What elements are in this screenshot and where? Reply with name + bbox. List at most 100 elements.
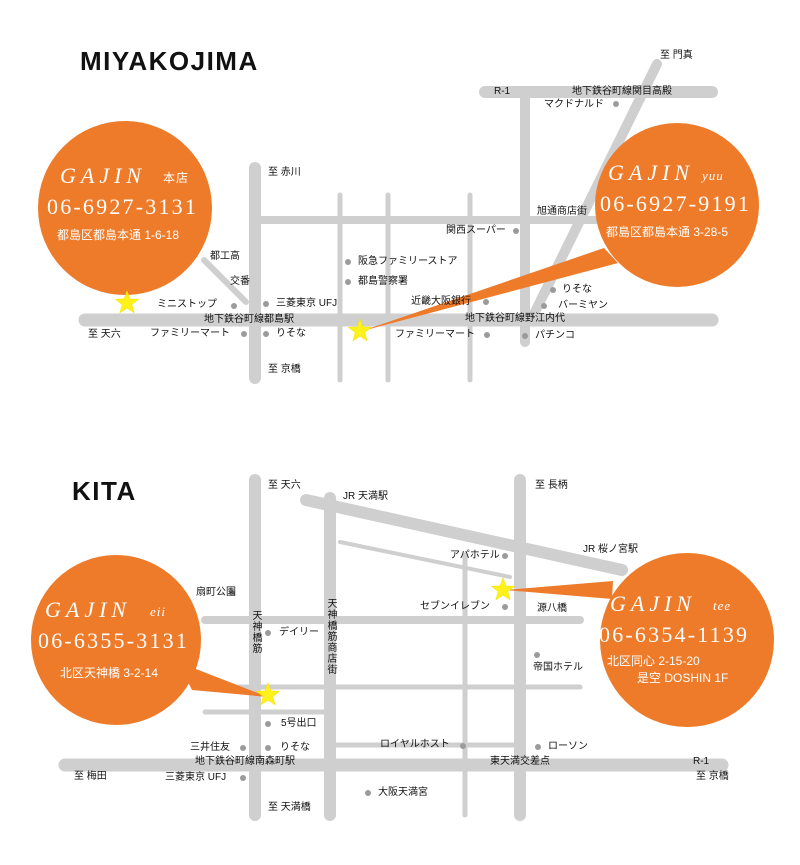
dot-marker: [550, 287, 556, 293]
dot-marker: [265, 630, 271, 636]
label-ogimachi-park: 扇町公園: [196, 587, 236, 598]
dot-marker: [345, 279, 351, 285]
label-resona-east: りそな: [562, 284, 592, 295]
label-miyakojima-station: 地下鉄谷町線都島駅: [204, 314, 294, 325]
label-mufg: 三菱東京 UFJ: [165, 772, 227, 783]
label-pachinko: パチンコ: [535, 330, 575, 341]
shop-circle-tee: [600, 553, 774, 727]
label-asahi-shotengai: 旭通商店街: [537, 206, 587, 217]
label-koban: 交番: [230, 276, 250, 287]
pointer-eii: [178, 662, 268, 697]
label-tenjinbashisuji-shotengai: 天神橋筋商店街: [325, 598, 336, 675]
shop-phone: 06-6355-3131: [38, 628, 190, 653]
label-resona-west: りそな: [276, 328, 306, 339]
dot-marker: [460, 743, 466, 749]
label-tenjinbashisuji: 天神橋筋: [250, 610, 261, 654]
shop-tag: yuu: [702, 168, 724, 183]
label-toko: 都工高: [210, 251, 240, 262]
label-ministop: ミニストップ: [157, 299, 217, 310]
dot-marker: [534, 652, 540, 658]
dot-marker: [513, 228, 519, 234]
label-jr-temma: JR 天満駅: [343, 491, 388, 502]
label-to-kyobashi: 至 京橋: [268, 364, 301, 375]
shop-address: 都島区都島本通 3-28-5: [606, 225, 729, 239]
dot-marker: [484, 332, 490, 338]
label-r1: R-1: [693, 756, 710, 767]
dot-marker: [263, 331, 269, 337]
label-mcdonalds: マクドナルド: [544, 99, 604, 110]
dot-marker: [263, 301, 269, 307]
star-icon: [255, 682, 281, 706]
label-osaka-temmangu: 大阪天満宮: [378, 787, 428, 798]
shop-tag: eii: [150, 604, 166, 619]
shop-address: 都島区都島本通 1-6-18: [57, 228, 180, 242]
label-bamiyan: バーミヤン: [558, 300, 608, 311]
label-seven-eleven: セブンイレブン: [420, 601, 490, 612]
label-to-kadoma: 至 門真: [660, 50, 693, 61]
label-mufg: 三菱東京 UFJ: [276, 298, 338, 309]
label-minamimorimachi-station: 地下鉄谷町線南森町駅: [195, 756, 295, 767]
dot-marker: [345, 259, 351, 265]
pointer-yuu: [362, 248, 618, 331]
dot-marker: [365, 790, 371, 796]
label-noe-uchindai-station: 地下鉄谷町線野江内代: [465, 313, 565, 324]
dot-marker: [522, 333, 528, 339]
shop-phone: 06-6927-3131: [47, 194, 199, 219]
shop-name: GAJIN: [45, 597, 132, 622]
road-side-diagonal: [338, 540, 512, 579]
label-genpachi-bridge: 源八橋: [537, 603, 567, 614]
label-police-station: 都島警察署: [358, 276, 408, 287]
shop-address: 北区天神橋 3-2-14: [60, 666, 159, 680]
label-smbc: 三井住友: [190, 742, 230, 753]
dot-marker: [613, 101, 619, 107]
label-kansai-super: 関西スーパー: [446, 225, 506, 236]
map-title-kita: KITA: [72, 476, 137, 506]
label-to-umeda: 至 梅田: [74, 771, 107, 782]
label-to-tenmabashi: 至 天満橋: [268, 802, 311, 813]
label-higashi-temma-crossing: 東天満交差点: [490, 756, 550, 767]
label-apa-hotel: アパホテル: [450, 550, 500, 561]
shop-phone: 06-6927-9191: [600, 191, 752, 216]
label-lawson: ローソン: [548, 741, 588, 752]
dot-marker: [240, 745, 246, 751]
dot-marker: [502, 553, 508, 559]
star-icon: [490, 577, 516, 601]
label-jr-sakuranomiya: JR 桜ノ宮駅: [583, 544, 638, 555]
dot-marker: [265, 745, 271, 751]
star-icon: [347, 318, 373, 342]
label-to-tenroku: 至 天六: [268, 480, 301, 491]
label-kinki-osaka-bank: 近畿大阪銀行: [411, 296, 471, 307]
star-icon: [114, 290, 140, 314]
label-hankyu-family-store: 阪急ファミリーストア: [358, 256, 458, 267]
shop-tag: tee: [713, 598, 732, 613]
pointer-tee: [505, 581, 613, 599]
shop-circle-yuu: [595, 123, 759, 287]
dot-marker: [229, 590, 235, 596]
shop-name: GAJIN: [610, 591, 697, 616]
label-daily: デイリー: [279, 627, 319, 638]
shop-phone: 06-6354-1139: [599, 622, 750, 647]
road-toko-diagonal: [201, 257, 249, 305]
dot-marker: [483, 299, 489, 305]
map-title-miyakojima: MIYAKOJIMA: [80, 46, 259, 76]
shop-circle-honten: [38, 121, 212, 295]
road-jr-line: [300, 494, 628, 576]
dot-marker: [240, 775, 246, 781]
shop-address: 北区同心 2-15-20: [607, 654, 700, 668]
label-sekime-takadono-station: 地下鉄谷町線関目高殿: [572, 86, 672, 97]
dot-marker: [541, 303, 547, 309]
label-exit-5: 5号出口: [281, 718, 317, 729]
label-to-tenroku: 至 天六: [88, 329, 121, 340]
dot-marker: [535, 744, 541, 750]
label-imperial-hotel: 帝国ホテル: [533, 662, 583, 673]
label-familymart-west: ファミリーマート: [150, 328, 230, 339]
label-resona: りそな: [280, 742, 310, 753]
label-to-nagara: 至 長柄: [535, 480, 568, 491]
label-to-akagawa: 至 赤川: [268, 167, 301, 178]
shop-name: GAJIN: [60, 163, 147, 188]
shop-circle-eii: [31, 555, 201, 725]
dot-marker: [241, 331, 247, 337]
dot-marker: [231, 303, 237, 309]
